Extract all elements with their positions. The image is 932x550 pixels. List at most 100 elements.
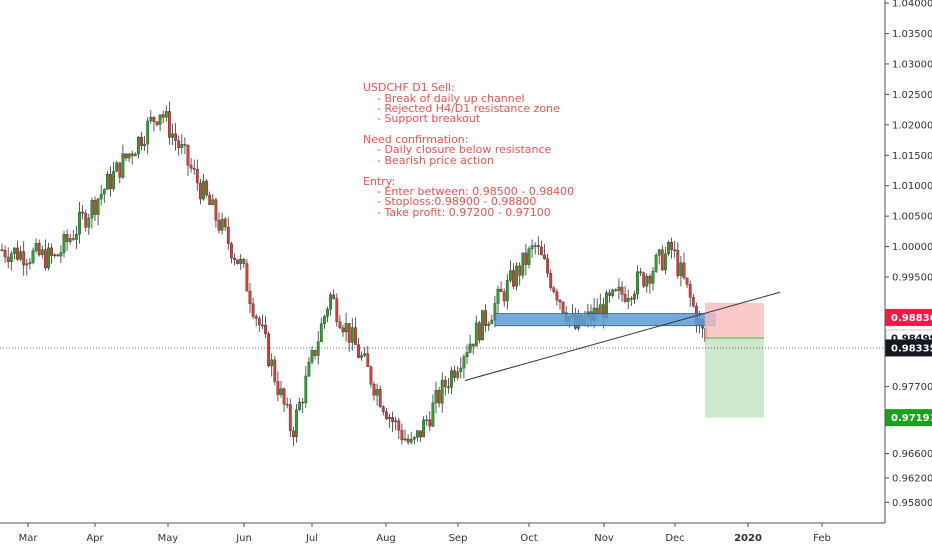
channel-trendline[interactable] — [464, 291, 781, 382]
candle-down — [453, 370, 456, 378]
trade-annotation: USDCHF D1 Sell: - Break of daily up chan… — [363, 81, 574, 219]
annotation-line-4: - Support breakout — [363, 112, 481, 125]
candle-up — [490, 319, 494, 325]
candle-down — [558, 299, 562, 303]
x-tick-label: Oct — [520, 533, 537, 544]
candle-down — [257, 318, 261, 326]
candle-down — [3, 250, 7, 258]
candle-down — [155, 121, 159, 125]
candle-down — [167, 111, 171, 138]
annotation-line-3: - Rejected H4/D1 resistance zone — [363, 102, 560, 115]
candle-up — [481, 310, 484, 341]
candle-up — [344, 323, 348, 333]
candle-up — [143, 143, 146, 147]
candle-down — [22, 251, 26, 266]
candle-up — [99, 194, 103, 200]
y-tick-label: 0.96200 — [892, 473, 932, 484]
candle-down — [549, 273, 553, 289]
candle-up — [316, 341, 320, 356]
candle-down — [555, 291, 559, 301]
candle-up — [505, 280, 509, 302]
candle-up — [53, 254, 57, 257]
candle-up — [220, 218, 224, 231]
candle-up — [87, 217, 91, 228]
candle-up — [425, 419, 429, 422]
candle-up — [25, 263, 29, 266]
annotation-line-11: - Enter between: 0.98500 - 0.98400 — [363, 185, 574, 198]
candle-down — [499, 288, 503, 293]
candle-down — [242, 259, 246, 264]
candle-up — [403, 438, 407, 441]
candle-down — [419, 430, 422, 438]
candle-down — [245, 263, 249, 292]
candle-down — [378, 389, 382, 408]
stop-loss-zone[interactable] — [705, 302, 764, 338]
candle-down — [629, 298, 633, 300]
annotation-line-10: Entry: — [363, 175, 395, 188]
candle-up — [468, 343, 472, 353]
candle-up — [146, 120, 150, 145]
candle-up — [62, 234, 66, 253]
candle-up — [115, 162, 119, 172]
candle-up — [34, 243, 38, 251]
x-tick-label: May — [158, 533, 179, 544]
candle-down — [437, 390, 441, 404]
candle-down — [648, 276, 652, 284]
price-axis[interactable]: 1.04000 1.03500 1.03000 1.02500 1.02000 1.015… — [884, 0, 932, 523]
candle-down — [261, 324, 264, 327]
x-tick-label: Apr — [86, 533, 104, 544]
candle-down — [152, 116, 156, 123]
candle-down — [381, 406, 385, 412]
price-tag-label: 0.98499 — [891, 333, 932, 344]
candle-down — [335, 298, 339, 322]
candle-up — [527, 248, 531, 265]
candle-up — [90, 200, 94, 219]
candle-down — [676, 250, 680, 276]
candle-down — [540, 246, 543, 256]
candle-up — [12, 247, 16, 254]
candle-up — [611, 289, 615, 296]
candle-down — [397, 420, 401, 431]
candle-up — [9, 253, 13, 262]
candle-down — [561, 301, 565, 313]
candle-down — [341, 327, 345, 333]
candle-down — [400, 430, 404, 441]
candle-down — [354, 327, 357, 345]
y-tick-label: 1.01000 — [892, 181, 932, 192]
candle-up — [394, 420, 398, 423]
candle-up — [96, 198, 100, 215]
candle-up — [127, 153, 131, 159]
candle-up — [164, 111, 168, 118]
y-tick-label: 1.02000 — [892, 120, 932, 131]
price-tag-box — [885, 409, 932, 427]
annotation-line-1: USDCHF D1 Sell: — [363, 81, 455, 94]
annotation-line-13: - Take profit: 0.97200 - 0.97100 — [363, 206, 551, 219]
candle-up — [68, 238, 72, 242]
candle-down — [189, 164, 193, 169]
candle-up — [19, 251, 22, 260]
candle-down — [71, 238, 75, 240]
candle-up — [171, 133, 174, 138]
candle-down — [332, 294, 336, 299]
candle-down — [391, 417, 394, 423]
time-axis[interactable]: Mar Apr May Jun Jul Aug Sep Oct Nov Dec 2020 Feb — [0, 522, 885, 544]
candle-up — [350, 327, 354, 343]
x-tick-label: Mar — [19, 533, 39, 544]
candle-down — [276, 381, 280, 395]
candle-up — [202, 180, 205, 200]
candle-up — [474, 322, 478, 347]
candle-up — [388, 417, 391, 419]
candle-down — [471, 343, 475, 347]
take-profit-zone[interactable] — [705, 337, 764, 418]
candle-down — [124, 153, 128, 159]
candle-down — [236, 259, 239, 264]
candle-up — [360, 355, 363, 358]
candle-down — [205, 180, 208, 196]
candlestick-series — [0, 101, 708, 446]
candle-up — [422, 419, 425, 438]
candle-up — [105, 173, 109, 190]
candle-down — [233, 257, 236, 260]
candle-up — [121, 153, 125, 178]
candle-up — [307, 361, 311, 377]
